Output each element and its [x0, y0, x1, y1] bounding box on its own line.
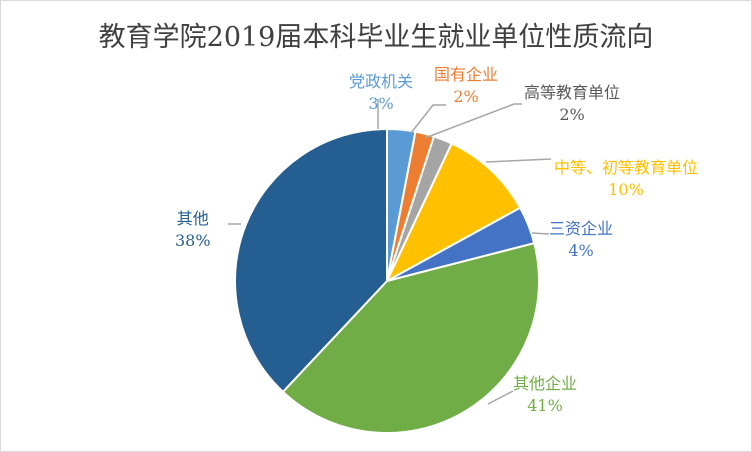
data-label-6: 其他 38%: [175, 209, 211, 250]
leader-line-4: [531, 232, 550, 235]
pie-slice-5: [281, 241, 540, 434]
chart-title: 教育学院2019届本科毕业生就业单位性质流向: [98, 22, 654, 53]
data-label-4: 三资企业 4%: [549, 219, 614, 260]
data-label-0: 党政机关 3%: [349, 72, 414, 113]
leader-line-2: [424, 103, 522, 139]
pie-slice-6: [234, 127, 388, 394]
data-label-5: 其他企业 41%: [513, 374, 578, 415]
leader-line-1: [410, 104, 446, 134]
leader-line-5: [487, 390, 514, 405]
data-label-2: 高等教育单位 2%: [524, 83, 621, 124]
data-label-1: 国有企业 2%: [434, 65, 499, 106]
leader-line-3: [485, 158, 552, 163]
pie-slice-3: [384, 142, 522, 284]
data-label-3: 中等、初等教育单位 10%: [554, 158, 699, 199]
